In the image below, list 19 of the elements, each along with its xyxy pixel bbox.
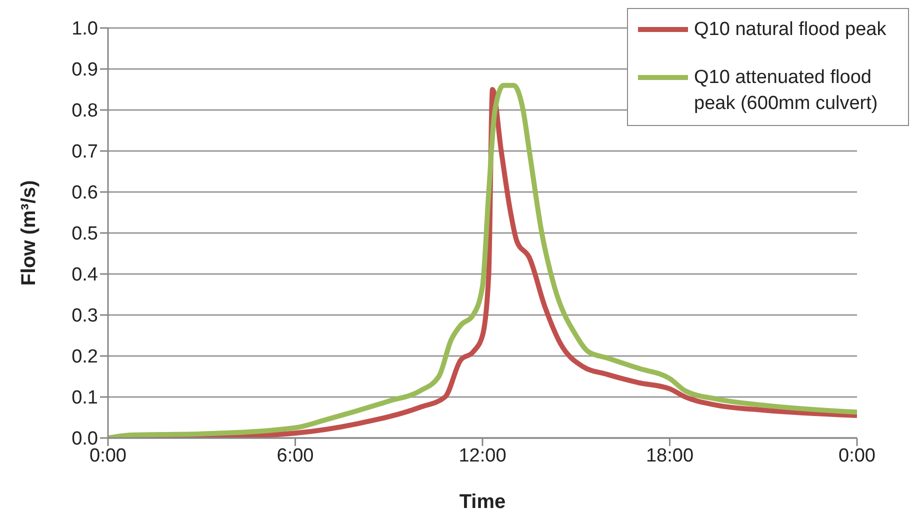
y-tick-label: 0.8	[72, 100, 98, 122]
y-tick-label: 0.3	[72, 306, 98, 327]
x-tick-label: 6:00	[276, 445, 314, 466]
y-tick-label: 0.2	[72, 346, 98, 368]
y-axis-title: Flow (m³/s)	[18, 180, 40, 286]
x-tick-label: 0:00	[90, 445, 126, 466]
y-tick-label: 0.5	[72, 224, 98, 245]
y-tick-label: 1.0	[72, 18, 98, 40]
y-tick-label: 0.7	[72, 142, 98, 163]
y-tick-label: 0.4	[72, 264, 98, 286]
y-tick-label: 0.6	[72, 182, 98, 204]
x-tick-label: 18:00	[646, 445, 694, 466]
y-tick-label: 0.1	[72, 388, 98, 409]
x-axis-title: Time	[459, 491, 506, 513]
x-tick-label: 12:00	[458, 445, 506, 466]
y-tick-label: 0.9	[72, 60, 98, 81]
x-tick-label: 0:00	[838, 445, 876, 466]
legend-label: Q10 attenuated flood peak (600mm culvert)	[694, 66, 879, 116]
legend-label: Q10 natural flood peak	[694, 18, 886, 42]
